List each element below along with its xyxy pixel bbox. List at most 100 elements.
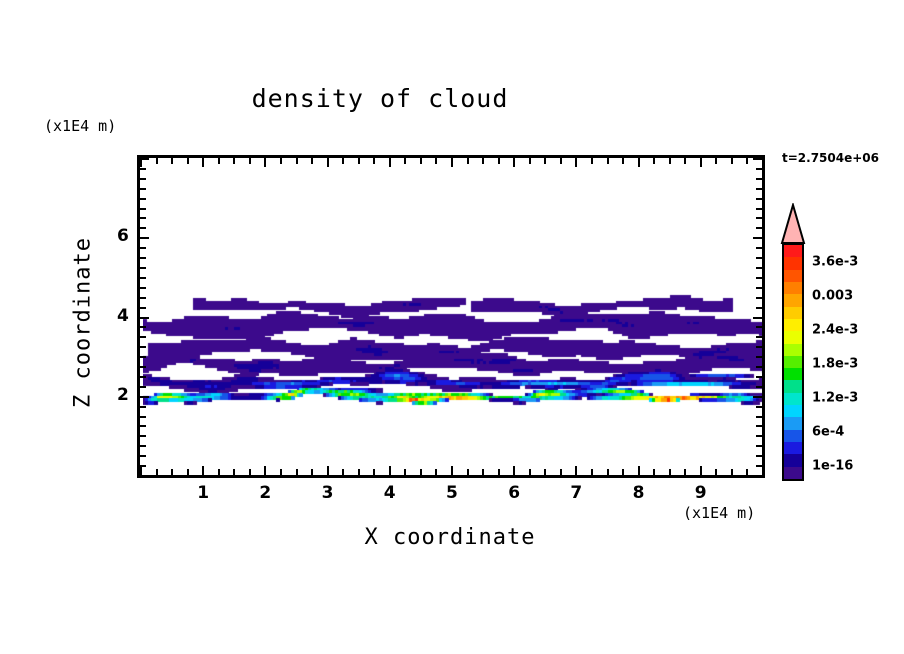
y-tick-minor-right <box>756 465 762 468</box>
y-tick-minor <box>140 366 146 369</box>
y-tick-label: 6 <box>117 226 129 247</box>
y-tick-minor-right <box>756 296 762 299</box>
y-tick-minor-right <box>756 167 762 170</box>
x-tick-minor <box>373 469 376 475</box>
colorbar-band <box>784 466 802 479</box>
x-tick-minor <box>311 469 314 475</box>
x-tick-minor-top <box>528 158 531 164</box>
x-tick-minor-top <box>435 158 438 164</box>
y-tick-minor <box>140 465 146 468</box>
colorbar-band <box>784 429 802 442</box>
x-tick-major <box>699 466 702 475</box>
x-tick-major <box>326 466 329 475</box>
x-tick-minor <box>559 469 562 475</box>
y-tick-minor <box>140 435 146 438</box>
x-tick-minor-top <box>544 158 547 164</box>
y-tick-minor <box>140 455 146 458</box>
x-tick-major <box>451 466 453 475</box>
x-tick-minor <box>684 469 687 475</box>
y-tick-major-right <box>753 395 762 398</box>
colorbar-tick-label: 2.4e-3 <box>812 322 859 338</box>
colorbar-tick-label: 6e-4 <box>812 424 845 440</box>
x-tick-minor-top <box>295 158 298 164</box>
y-tick-label: 4 <box>117 305 129 326</box>
colorbar-gradient <box>782 243 804 481</box>
y-tick-minor-right <box>756 247 762 250</box>
x-tick-major-top <box>451 158 453 167</box>
y-tick-minor-right <box>756 266 762 269</box>
x-tick-major <box>762 466 764 475</box>
x-tick-minor <box>482 469 485 475</box>
x-tick-minor-top <box>373 158 376 164</box>
y-axis-label: Z coordinate <box>70 237 96 408</box>
x-tick-minor <box>295 469 298 475</box>
x-tick-minor-top <box>668 158 671 164</box>
x-tick-minor-top <box>482 158 485 164</box>
x-tick-minor <box>186 469 189 475</box>
colorbar-band <box>784 294 802 307</box>
y-tick-minor <box>140 356 146 359</box>
x-tick-label: 8 <box>632 483 645 503</box>
x-tick-minor-top <box>279 158 282 164</box>
y-tick-minor <box>140 415 146 418</box>
x-tick-label: 4 <box>383 483 396 503</box>
y-tick-minor-right <box>756 356 762 359</box>
y-tick-minor-right <box>756 445 762 448</box>
x-tick-minor <box>155 469 158 475</box>
y-tick-minor-right <box>756 207 762 210</box>
x-tick-minor <box>466 469 469 475</box>
y-tick-minor <box>140 197 146 200</box>
x-tick-minor-top <box>730 158 733 164</box>
x-tick-major-top <box>513 158 516 167</box>
x-tick-minor-top <box>497 158 500 164</box>
y-tick-minor-right <box>756 435 762 438</box>
y-tick-minor-right <box>756 227 762 230</box>
x-tick-minor-top <box>559 158 562 164</box>
colorbar-band <box>784 318 802 332</box>
y-tick-minor-right <box>756 375 762 378</box>
x-tick-label: 2 <box>259 483 272 503</box>
y-tick-major <box>140 475 149 477</box>
x-unit-label: (x1E4 m) <box>683 504 756 522</box>
y-tick-minor-right <box>756 385 762 388</box>
x-tick-minor <box>279 469 282 475</box>
x-tick-minor <box>404 469 407 475</box>
y-tick-major <box>140 395 149 398</box>
x-tick-major-top <box>388 158 391 167</box>
x-tick-major-top <box>140 158 142 167</box>
x-tick-major-top <box>699 158 702 167</box>
y-tick-minor <box>140 445 146 448</box>
y-tick-minor-right <box>756 257 762 260</box>
x-tick-major-top <box>575 158 578 167</box>
y-tick-minor <box>140 257 146 260</box>
plot-area[interactable] <box>137 155 765 478</box>
y-tick-major <box>140 158 149 160</box>
y-unit-label: (x1E4 m) <box>44 117 117 135</box>
colorbar-band <box>784 281 802 295</box>
x-tick-major-top <box>762 158 764 167</box>
y-tick-major-right <box>753 158 762 160</box>
x-tick-major <box>575 466 578 475</box>
colorbar[interactable]: 3.6e-3 0.003 2.4e-3 1.8e-3 1.2e-3 6e-4 1e-16 <box>779 203 858 481</box>
x-tick-major <box>388 466 391 475</box>
x-tick-minor <box>653 469 656 475</box>
x-tick-minor <box>544 469 547 475</box>
x-tick-major-top <box>637 158 640 167</box>
x-tick-label: 3 <box>321 483 334 503</box>
x-tick-minor-top <box>186 158 189 164</box>
x-tick-minor-top <box>357 158 360 164</box>
x-tick-minor <box>171 469 174 475</box>
x-tick-minor-top <box>233 158 236 164</box>
x-tick-minor-top <box>653 158 656 164</box>
x-tick-minor <box>342 469 345 475</box>
x-tick-minor-top <box>684 158 687 164</box>
x-tick-minor-top <box>746 158 749 164</box>
y-tick-minor-right <box>756 306 762 309</box>
timestamp-annotation: t=2.7504e+06 <box>782 151 879 165</box>
colorbar-tick-label: 0.003 <box>812 288 854 304</box>
y-tick-minor-right <box>756 455 762 458</box>
y-tick-label: 2 <box>117 384 129 405</box>
y-tick-minor <box>140 266 146 269</box>
y-tick-minor-right <box>756 366 762 369</box>
